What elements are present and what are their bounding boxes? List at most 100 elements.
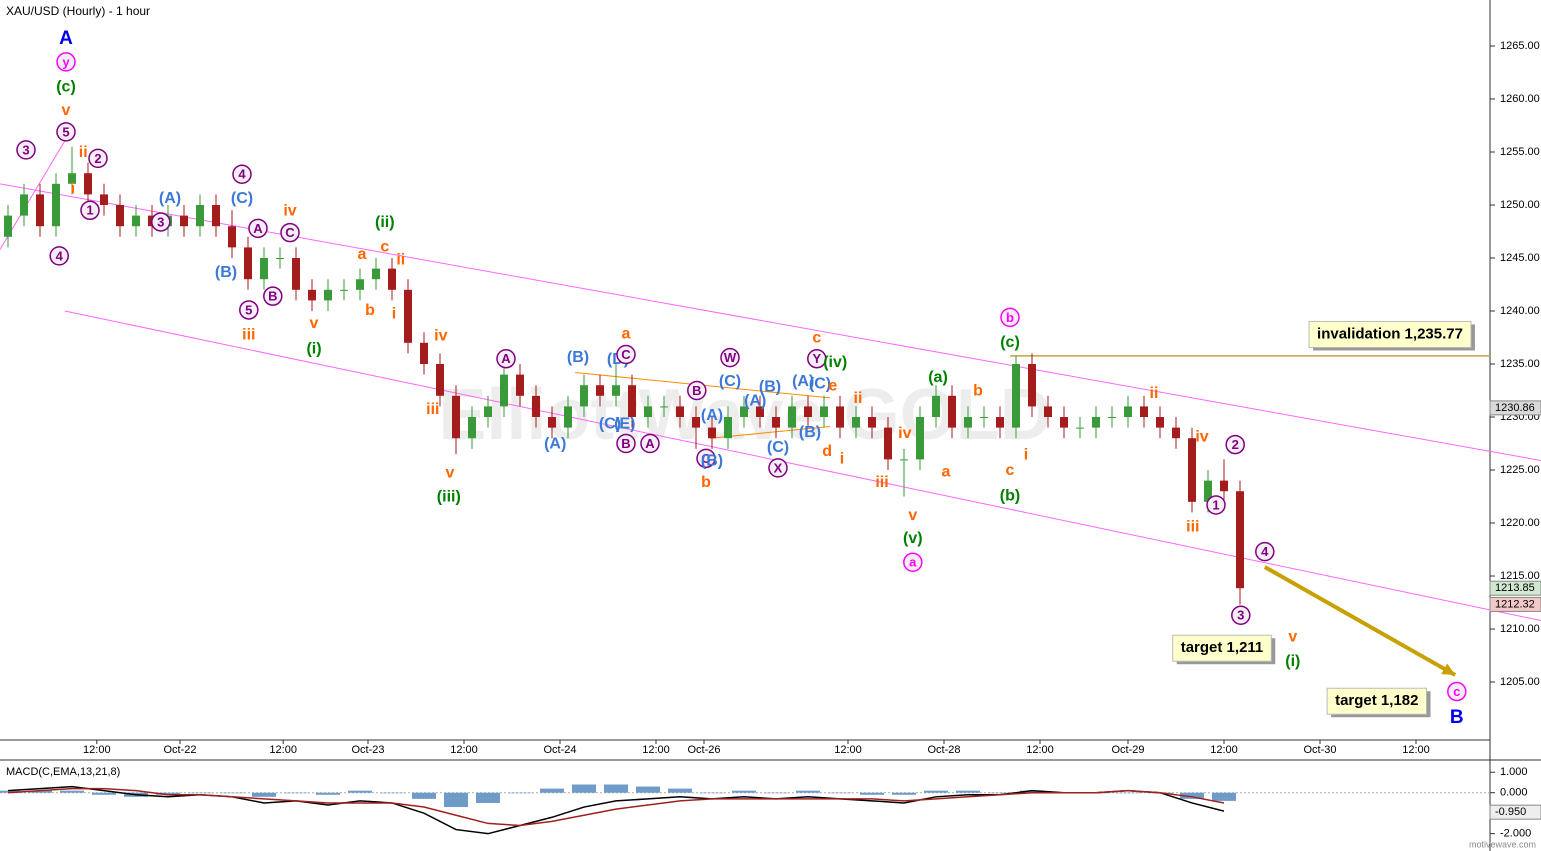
- wave-label: 4: [238, 167, 246, 182]
- wave-label: b: [701, 474, 711, 491]
- wave-label: e: [828, 377, 837, 394]
- candle-body: [788, 406, 796, 428]
- candle-body: [1028, 364, 1036, 407]
- trend-line: [64, 310, 1541, 622]
- candle-body: [20, 194, 28, 216]
- histogram-bar: [668, 788, 692, 793]
- histogram-bar: [540, 788, 564, 793]
- wave-label: (iv): [823, 354, 847, 371]
- x-tick-label: 12:00: [834, 744, 862, 756]
- wave-label: W: [724, 350, 737, 365]
- candle-body: [1220, 480, 1228, 492]
- wave-label: 5: [62, 124, 69, 139]
- price-marker-label: 1212.32: [1495, 598, 1535, 610]
- candle-body: [1060, 417, 1068, 428]
- wave-circle: [1000, 307, 1020, 328]
- wave-circle: [807, 348, 827, 369]
- histogram-bar: [604, 784, 628, 793]
- candle-body: [196, 205, 204, 227]
- wave-label: (B): [799, 424, 821, 441]
- histogram-bar: [1212, 792, 1236, 801]
- x-tick-label: 12:00: [642, 744, 670, 756]
- x-tick-label: 12:00: [1026, 744, 1054, 756]
- wave-label: (C): [719, 373, 741, 390]
- wave-label: a: [358, 246, 367, 263]
- histogram-bar: [892, 792, 916, 795]
- wave-label: iv: [434, 328, 447, 345]
- candle-body: [964, 417, 972, 428]
- histogram-bar: [92, 792, 116, 795]
- candle-body: [932, 395, 940, 418]
- wave-circle: [1206, 495, 1226, 515]
- wave-circle: [496, 348, 516, 369]
- wave-circle: [248, 218, 268, 239]
- candle-body: [1092, 417, 1100, 428]
- wave-label: v: [446, 464, 455, 481]
- wave-label: 1: [1212, 497, 1219, 512]
- candle-body: [484, 406, 492, 418]
- candle-body: [1076, 427, 1084, 429]
- histogram-bar: [764, 792, 788, 794]
- histogram-bar: [828, 792, 852, 794]
- wave-label: a: [622, 325, 631, 342]
- wave-label: 3: [157, 214, 164, 229]
- histogram-bar: [636, 786, 660, 793]
- value-marker-label: -0.950: [1495, 806, 1526, 818]
- candle-body: [676, 406, 684, 418]
- candle-body: [212, 205, 220, 227]
- wave-label: iv: [898, 425, 911, 442]
- candle-body: [580, 385, 588, 407]
- y-tick-label: 1235.00: [1500, 358, 1540, 370]
- wave-label: A: [501, 351, 511, 366]
- candle-body: [1044, 406, 1052, 418]
- y-tick-label: 1225.00: [1500, 464, 1540, 476]
- candle-body: [708, 427, 716, 439]
- candle-body: [740, 406, 748, 418]
- candle-body: [804, 406, 812, 418]
- y-tick-label: 1265.00: [1500, 40, 1540, 52]
- wave-label: i: [392, 305, 396, 322]
- histogram-bar: [1180, 792, 1204, 799]
- wave-label: 3: [22, 142, 29, 157]
- candle-body: [692, 417, 700, 428]
- x-tick-label: Oct-29: [1111, 744, 1144, 756]
- histogram-bar: [956, 790, 980, 793]
- histogram-bar: [508, 792, 532, 794]
- candle-body: [1236, 491, 1244, 589]
- wave-label: ii: [396, 251, 405, 268]
- candle-body: [276, 258, 284, 260]
- wave-label: ii: [1150, 385, 1159, 402]
- candle-body: [340, 289, 348, 291]
- wave-circle: [16, 140, 36, 160]
- macd-title: MACD(C,EMA,13,21,8): [6, 766, 120, 778]
- x-tick-label: 12:00: [269, 744, 297, 756]
- wave-label: A: [59, 28, 73, 49]
- candle-body: [644, 406, 652, 418]
- wave-label: c: [1453, 684, 1460, 699]
- wave-label: (A): [159, 190, 181, 207]
- candle-body: [84, 173, 92, 195]
- wave-circle: [1225, 434, 1245, 455]
- wave-label: (ii): [375, 214, 395, 231]
- x-tick-label: Oct-26: [687, 744, 720, 756]
- wave-circle: [903, 552, 923, 572]
- wave-label: (A): [792, 373, 814, 390]
- wave-label: 4: [1261, 544, 1269, 559]
- wave-label: Y: [812, 351, 821, 366]
- wave-label: (A): [544, 436, 566, 453]
- x-tick-label: Oct-23: [351, 744, 384, 756]
- wave-label: B: [692, 383, 701, 398]
- wave-circle: [616, 433, 636, 454]
- wave-label: 2: [1232, 437, 1239, 452]
- wave-label: X: [774, 460, 783, 475]
- y-tick-label: 1245.00: [1500, 252, 1540, 264]
- wave-label: v: [1288, 629, 1297, 646]
- price-marker-label: 1213.85: [1495, 582, 1535, 594]
- candle-body: [228, 226, 236, 248]
- candle-body: [1188, 438, 1196, 502]
- candle-body: [1204, 480, 1212, 502]
- histogram-bar: [316, 792, 340, 795]
- wave-label: (C): [809, 375, 831, 392]
- wave-label: v: [908, 507, 917, 524]
- y-tick-label: 1260.00: [1500, 93, 1540, 105]
